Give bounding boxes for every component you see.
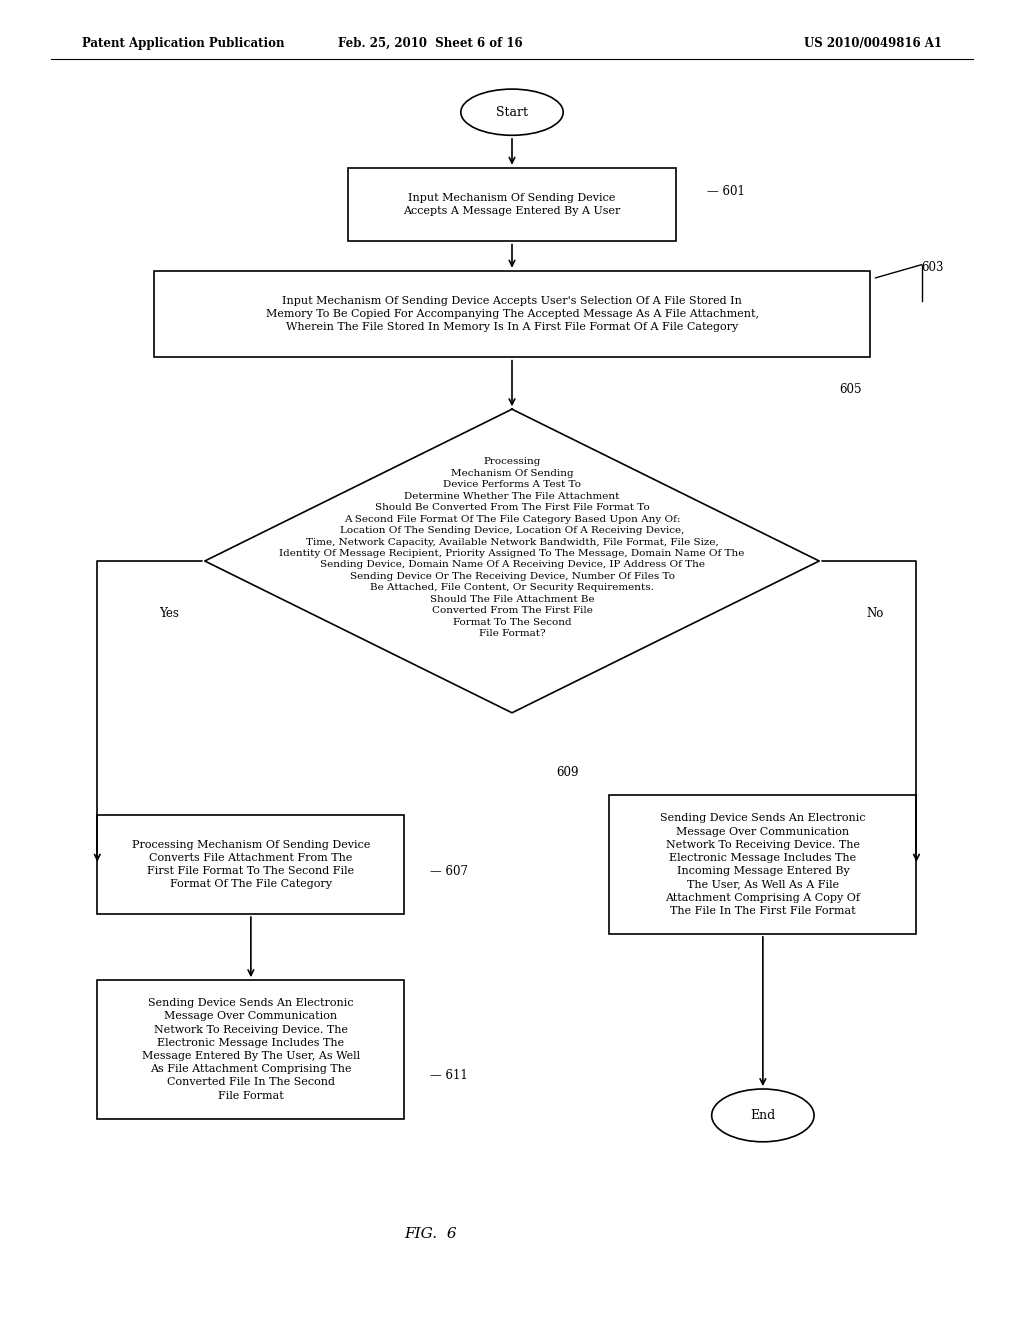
Text: No: No <box>867 607 884 620</box>
Text: US 2010/0049816 A1: US 2010/0049816 A1 <box>804 37 942 50</box>
FancyBboxPatch shape <box>348 168 676 242</box>
FancyBboxPatch shape <box>97 979 404 1119</box>
Text: 605: 605 <box>840 383 862 396</box>
Text: Patent Application Publication: Patent Application Publication <box>82 37 285 50</box>
Text: Feb. 25, 2010  Sheet 6 of 16: Feb. 25, 2010 Sheet 6 of 16 <box>338 37 522 50</box>
FancyBboxPatch shape <box>609 795 916 935</box>
Text: FIG.  6: FIG. 6 <box>403 1228 457 1241</box>
Text: Input Mechanism Of Sending Device Accepts User's Selection Of A File Stored In
M: Input Mechanism Of Sending Device Accept… <box>265 296 759 333</box>
Ellipse shape <box>461 90 563 135</box>
Text: Start: Start <box>496 106 528 119</box>
Text: — 601: — 601 <box>707 185 744 198</box>
Polygon shape <box>205 409 819 713</box>
Text: End: End <box>751 1109 775 1122</box>
FancyBboxPatch shape <box>154 272 870 356</box>
Text: Processing Mechanism Of Sending Device
Converts File Attachment From The
First F: Processing Mechanism Of Sending Device C… <box>132 840 370 890</box>
Text: — 611: — 611 <box>430 1069 468 1082</box>
Text: Sending Device Sends An Electronic
Message Over Communication
Network To Receivi: Sending Device Sends An Electronic Messa… <box>141 998 360 1101</box>
Text: — 607: — 607 <box>430 865 468 878</box>
FancyBboxPatch shape <box>97 814 404 913</box>
Ellipse shape <box>712 1089 814 1142</box>
Text: Processing
Mechanism Of Sending
Device Performs A Test To
Determine Whether The : Processing Mechanism Of Sending Device P… <box>280 458 744 638</box>
Text: Yes: Yes <box>159 607 179 620</box>
Text: 603: 603 <box>922 261 944 275</box>
Text: Input Mechanism Of Sending Device
Accepts A Message Entered By A User: Input Mechanism Of Sending Device Accept… <box>403 193 621 216</box>
Text: Sending Device Sends An Electronic
Message Over Communication
Network To Receivi: Sending Device Sends An Electronic Messa… <box>660 813 865 916</box>
Text: 609: 609 <box>556 766 579 779</box>
